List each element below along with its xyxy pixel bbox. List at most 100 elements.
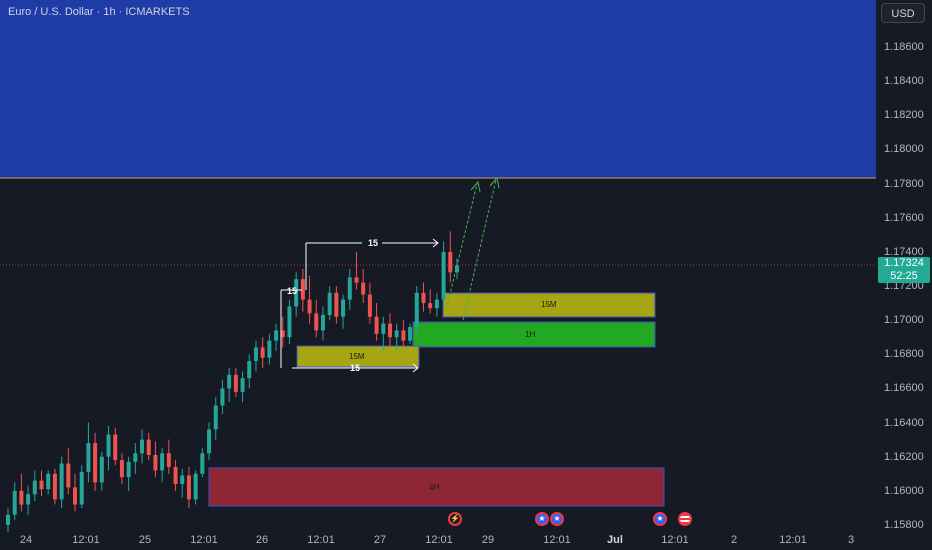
candle-body [421, 292, 426, 304]
current-price-tag: 1.17324 52:25 [878, 257, 930, 283]
candle-body [73, 487, 78, 505]
candle-body [126, 461, 131, 478]
candle-body [354, 277, 359, 283]
candle-body [287, 306, 292, 338]
price-tick: 1.16000 [884, 484, 924, 497]
candle-body [408, 326, 413, 341]
candle-body [93, 443, 98, 483]
zone-4h[interactable] [208, 467, 665, 507]
event-eu-flag-icon-3[interactable]: ★ [653, 512, 667, 526]
candle-body [207, 429, 212, 454]
price-tick: 1.18600 [884, 41, 924, 53]
candle-body [307, 299, 312, 314]
price-tick: 1.15800 [884, 519, 924, 531]
time-tick: 29 [481, 534, 495, 546]
candle-body [314, 313, 319, 331]
zone-1h-label: 1H [525, 330, 535, 339]
time-tick: 24 [19, 534, 33, 546]
candle-body [213, 405, 218, 430]
event-flash-icon[interactable]: ⚡ [448, 512, 462, 526]
zone-15m-upper-label: 15M [541, 300, 557, 309]
time-tick: 12:01 [425, 534, 453, 546]
candle-body [153, 455, 158, 471]
candle-body [32, 480, 37, 495]
event-eu-flag-icon[interactable]: ★ [535, 512, 549, 526]
candle-body [434, 299, 439, 309]
time-tick: 12:01 [190, 534, 218, 546]
candle-body [220, 388, 225, 406]
chart-area[interactable]: 4H 1H 15M 15M 15 15 15 [0, 0, 876, 532]
candle-body [19, 490, 24, 505]
currency-button[interactable]: USD [881, 3, 925, 23]
range-annotation-top[interactable]: 15 [305, 237, 439, 290]
time-axis[interactable] [0, 532, 932, 550]
candle-body [260, 347, 265, 358]
candle-body [374, 316, 379, 334]
candle-body [160, 453, 165, 471]
candle-body [341, 299, 346, 317]
candle-body [193, 473, 198, 500]
price-tick: 1.16800 [884, 348, 924, 361]
candle-body [428, 303, 433, 309]
candle-body [448, 251, 453, 273]
candle-body [294, 279, 299, 307]
time-tick: 12:01 [661, 534, 689, 546]
candle-body [227, 374, 232, 389]
candle-body [200, 453, 205, 474]
time-tick: Jul [607, 534, 623, 546]
candle-body [247, 361, 252, 379]
price-tick: 1.18000 [884, 143, 924, 156]
event-eu-flag-icon-2[interactable]: ★ [550, 512, 564, 526]
range-annotation-left[interactable]: 15 [280, 286, 302, 368]
candle-body [180, 475, 185, 485]
time-tick: 2 [730, 534, 738, 546]
candle-body [367, 294, 372, 317]
candle-body [99, 456, 104, 483]
candle-body [347, 277, 352, 300]
candle-body [394, 330, 399, 338]
candle-body [106, 434, 111, 457]
candle-body [253, 347, 258, 362]
event-us-flag-icon[interactable] [678, 512, 692, 526]
price-tick: 1.17000 [884, 314, 924, 327]
candle-body [441, 251, 446, 300]
symbol-title[interactable]: Euro / U.S. Dollar · 1h · ICMARKETS [8, 6, 190, 18]
candle-body [381, 323, 386, 334]
candle-body [119, 460, 124, 478]
time-tick: 12:01 [72, 534, 100, 546]
candle-body [387, 323, 392, 338]
time-tick: 26 [255, 534, 269, 546]
range-left-label: 15 [287, 286, 297, 296]
zone-15m-upper[interactable] [442, 292, 656, 318]
candle-body [59, 463, 64, 500]
zone-15m-lower[interactable] [296, 345, 420, 368]
candle-body [274, 330, 279, 341]
price-tick: 1.17600 [884, 211, 924, 224]
candle-body [320, 315, 325, 331]
range-bottom-label: 15 [350, 363, 360, 373]
candle-body [133, 453, 138, 462]
candle-body [186, 475, 191, 500]
candle-body [233, 374, 238, 392]
countdown-timer: 52:25 [890, 270, 918, 282]
projection-arrows[interactable] [446, 176, 500, 321]
current-price-value: 1.17324 [884, 257, 924, 269]
zone-15m-lower-label: 15M [349, 352, 365, 361]
range-annotation-bottom[interactable]: 15 [292, 363, 419, 373]
price-tick: 1.16200 [884, 450, 924, 463]
candle-body [86, 443, 91, 473]
candlestick-chart[interactable]: 4H 1H 15M 15M 15 15 15 [0, 0, 876, 532]
price-tick: 1.17800 [884, 177, 924, 190]
candle-body [52, 473, 57, 500]
candle-body [12, 490, 17, 515]
candle-body [79, 472, 84, 505]
time-tick: 27 [373, 534, 387, 546]
target-zone[interactable] [0, 0, 876, 178]
candle-body [140, 439, 145, 454]
zone-1h[interactable] [412, 321, 656, 348]
candle-body [240, 378, 245, 392]
zone-4h-label: 4H [429, 483, 439, 492]
price-tick: 1.17200 [884, 280, 924, 292]
candle-body [327, 292, 332, 316]
candle-body [113, 434, 118, 461]
